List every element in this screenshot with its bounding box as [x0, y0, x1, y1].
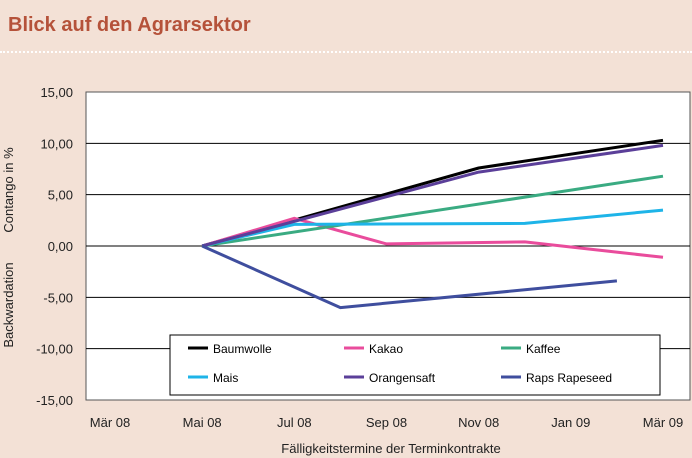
y-tick-label: 5,00	[48, 188, 73, 203]
series-line-raps-rapeseed	[201, 244, 618, 310]
x-axis-label: Fälligkeitstermine der Terminkontrakte	[281, 441, 500, 456]
x-tick-label: Mär 08	[90, 415, 130, 430]
legend: Baumwolle Kakao Kaffee Mais Orangensaft Raps …	[169, 334, 661, 396]
y-tick-label: -10,00	[36, 342, 73, 357]
series-lines	[201, 138, 664, 310]
legend-label-mais: Mais	[213, 371, 238, 385]
page-title: Blick auf den Agrarsektor	[8, 14, 251, 36]
y-tick-label: 0,00	[48, 239, 73, 254]
y-tick-label: 10,00	[40, 136, 73, 151]
y-tick-labels: 15,00 10,00 5,00 0,00 -5,00 -10,00 -15,00	[36, 85, 73, 408]
x-tick-label: Jul 08	[277, 415, 312, 430]
x-tick-label: Jan 09	[551, 415, 590, 430]
y-tick-label: -15,00	[36, 393, 73, 408]
series-line-orangensaft	[201, 143, 664, 248]
x-tick-label: Nov 08	[458, 415, 499, 430]
y-axis-label-backwardation: Backwardation	[1, 262, 16, 347]
legend-label-orangensaft: Orangensaft	[369, 371, 436, 385]
legend-box	[169, 334, 661, 396]
legend-label-kakao: Kakao	[369, 342, 403, 356]
legend-label-kaffee: Kaffee	[526, 342, 561, 356]
x-tick-label: Sep 08	[366, 415, 407, 430]
series-line-kakao	[201, 216, 664, 259]
x-tick-label: Mai 08	[183, 415, 222, 430]
y-axis-label-contango: Contango in %	[1, 147, 16, 233]
title-divider	[0, 51, 692, 53]
legend-label-baumwolle: Baumwolle	[213, 342, 272, 356]
series-line-kaffee	[201, 174, 664, 248]
y-tick-label: -5,00	[43, 290, 73, 305]
y-tick-label: 15,00	[40, 85, 73, 100]
legend-label-raps-rapeseed: Raps Rapeseed	[526, 371, 612, 385]
x-tick-label: Mär 09	[643, 415, 683, 430]
x-tick-labels: Mär 08 Mai 08 Jul 08 Sep 08 Nov 08 Jan 09 Mär …	[90, 415, 683, 430]
